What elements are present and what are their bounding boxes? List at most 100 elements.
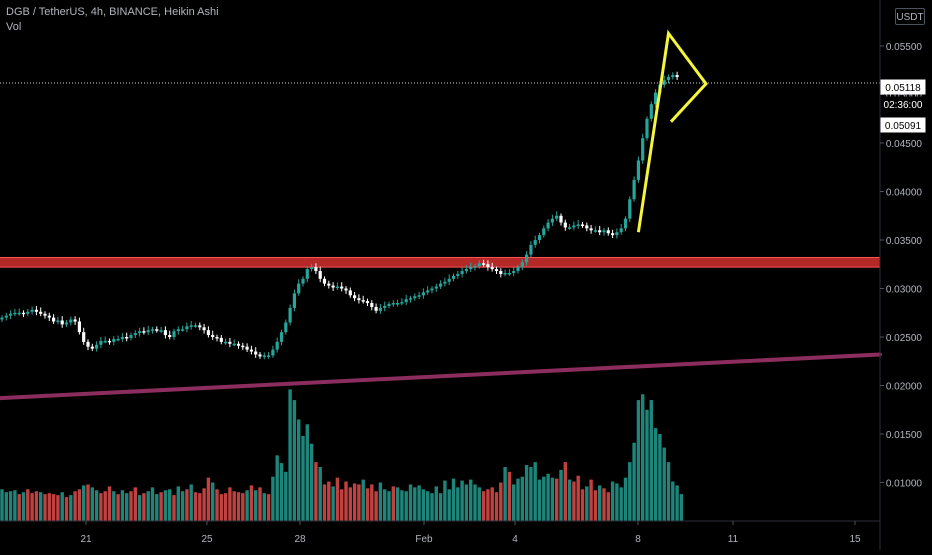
candle-body: [138, 331, 142, 334]
volume-bar: [146, 491, 150, 521]
candle-body: [585, 225, 589, 229]
volume-indicator-label[interactable]: Vol: [6, 21, 22, 33]
volume-bar: [537, 479, 542, 521]
candle-body: [383, 305, 387, 308]
price-axis-label: 0.02500: [886, 333, 923, 344]
volume-bar: [223, 493, 228, 521]
volume-bar: [628, 462, 632, 521]
volume-bar: [292, 400, 297, 521]
candle-body: [297, 283, 301, 294]
candle-body: [602, 230, 606, 233]
volume-bar: [193, 492, 198, 521]
volume-bar: [202, 488, 206, 521]
volume-bar: [86, 484, 90, 521]
volume-bar: [39, 492, 43, 521]
volume-bar: [348, 487, 352, 521]
candle-body: [589, 228, 593, 231]
candle-body: [262, 355, 266, 357]
candle-body: [159, 330, 163, 332]
volume-bar: [137, 495, 142, 521]
volume-bar: [107, 486, 112, 521]
candle-body: [469, 267, 473, 270]
volume-bar: [533, 462, 537, 521]
candle-body: [305, 269, 309, 279]
volume-bar: [69, 495, 73, 521]
volume-bar: [421, 489, 426, 521]
volume-bars: [0, 389, 684, 521]
currency-button[interactable]: USDT: [895, 8, 925, 25]
last-price-tag-box: [880, 79, 926, 95]
volume-bar: [163, 490, 168, 521]
candle-body: [82, 332, 86, 342]
candle-body: [404, 299, 408, 303]
volume-bar: [494, 492, 499, 521]
countdown-tag: 02:36:00: [884, 100, 923, 111]
time-axis-label: 21: [80, 534, 92, 545]
volume-bar: [120, 490, 125, 521]
volume-bar: [555, 478, 559, 521]
volume-bar: [279, 463, 284, 521]
volume-bar: [456, 487, 460, 521]
candle-body: [477, 263, 481, 267]
volume-bar: [215, 489, 219, 521]
volume-bar: [232, 491, 236, 521]
volume-bar: [26, 489, 30, 521]
volume-bar: [82, 485, 86, 521]
volume-bar: [383, 489, 387, 521]
candle-body: [365, 301, 370, 304]
trendline-group: [0, 352, 882, 401]
volume-bar: [447, 489, 451, 521]
candle-body: [353, 295, 357, 299]
volume-bar: [649, 400, 653, 521]
time-axis-label: 11: [728, 534, 739, 545]
candle-body: [636, 160, 640, 180]
candle-body: [30, 309, 34, 312]
candle-body: [628, 199, 632, 219]
pattern-drawing-group[interactable]: [636, 29, 708, 233]
volume-bar: [168, 489, 172, 521]
volume-bar: [254, 490, 258, 521]
volume-bar: [499, 482, 503, 521]
price-axis-label: 0.04500: [886, 139, 923, 150]
volume-bar: [176, 486, 180, 521]
volume-bar: [610, 481, 615, 521]
candle-body: [155, 329, 159, 331]
candle-body: [34, 309, 38, 312]
candle-body: [211, 335, 215, 337]
symbol-title[interactable]: DGB / TetherUS, 4h, BINANCE, Heikin Ashi: [6, 6, 219, 18]
candle-body: [576, 224, 580, 226]
candle-body: [555, 215, 559, 219]
volume-bar: [322, 484, 327, 521]
candle-body: [267, 355, 271, 357]
volume-bar: [258, 487, 262, 521]
candle-body: [494, 269, 499, 272]
candle-body: [224, 341, 228, 344]
candle-body: [563, 222, 567, 228]
candle-body: [434, 286, 438, 289]
pattern-drawing: [636, 29, 708, 233]
candle-body: [228, 341, 232, 344]
candle-body: [103, 340, 107, 343]
volume-bar: [619, 487, 623, 521]
volume-bar: [116, 494, 120, 521]
candle-body: [292, 293, 296, 308]
volume-bar: [43, 494, 47, 521]
volume-bar: [490, 487, 494, 521]
time-axis-label: 28: [294, 534, 306, 545]
candle-body: [56, 320, 60, 323]
candle-body: [408, 298, 413, 300]
volume-bar: [112, 491, 116, 521]
candle-body: [168, 335, 172, 337]
volume-bar: [262, 493, 266, 521]
ascending-trendline: [0, 352, 882, 401]
candle-body: [39, 311, 43, 314]
candle-body: [460, 271, 464, 274]
volume-bar: [473, 484, 477, 521]
chart-legend: DGB / TetherUS, 4h, BINANCE, Heikin Ashi…: [6, 5, 219, 35]
candle-body: [236, 343, 241, 346]
candle-body: [525, 254, 529, 263]
candle-body: [279, 332, 284, 342]
price-axis-label: 0.01000: [886, 479, 923, 490]
